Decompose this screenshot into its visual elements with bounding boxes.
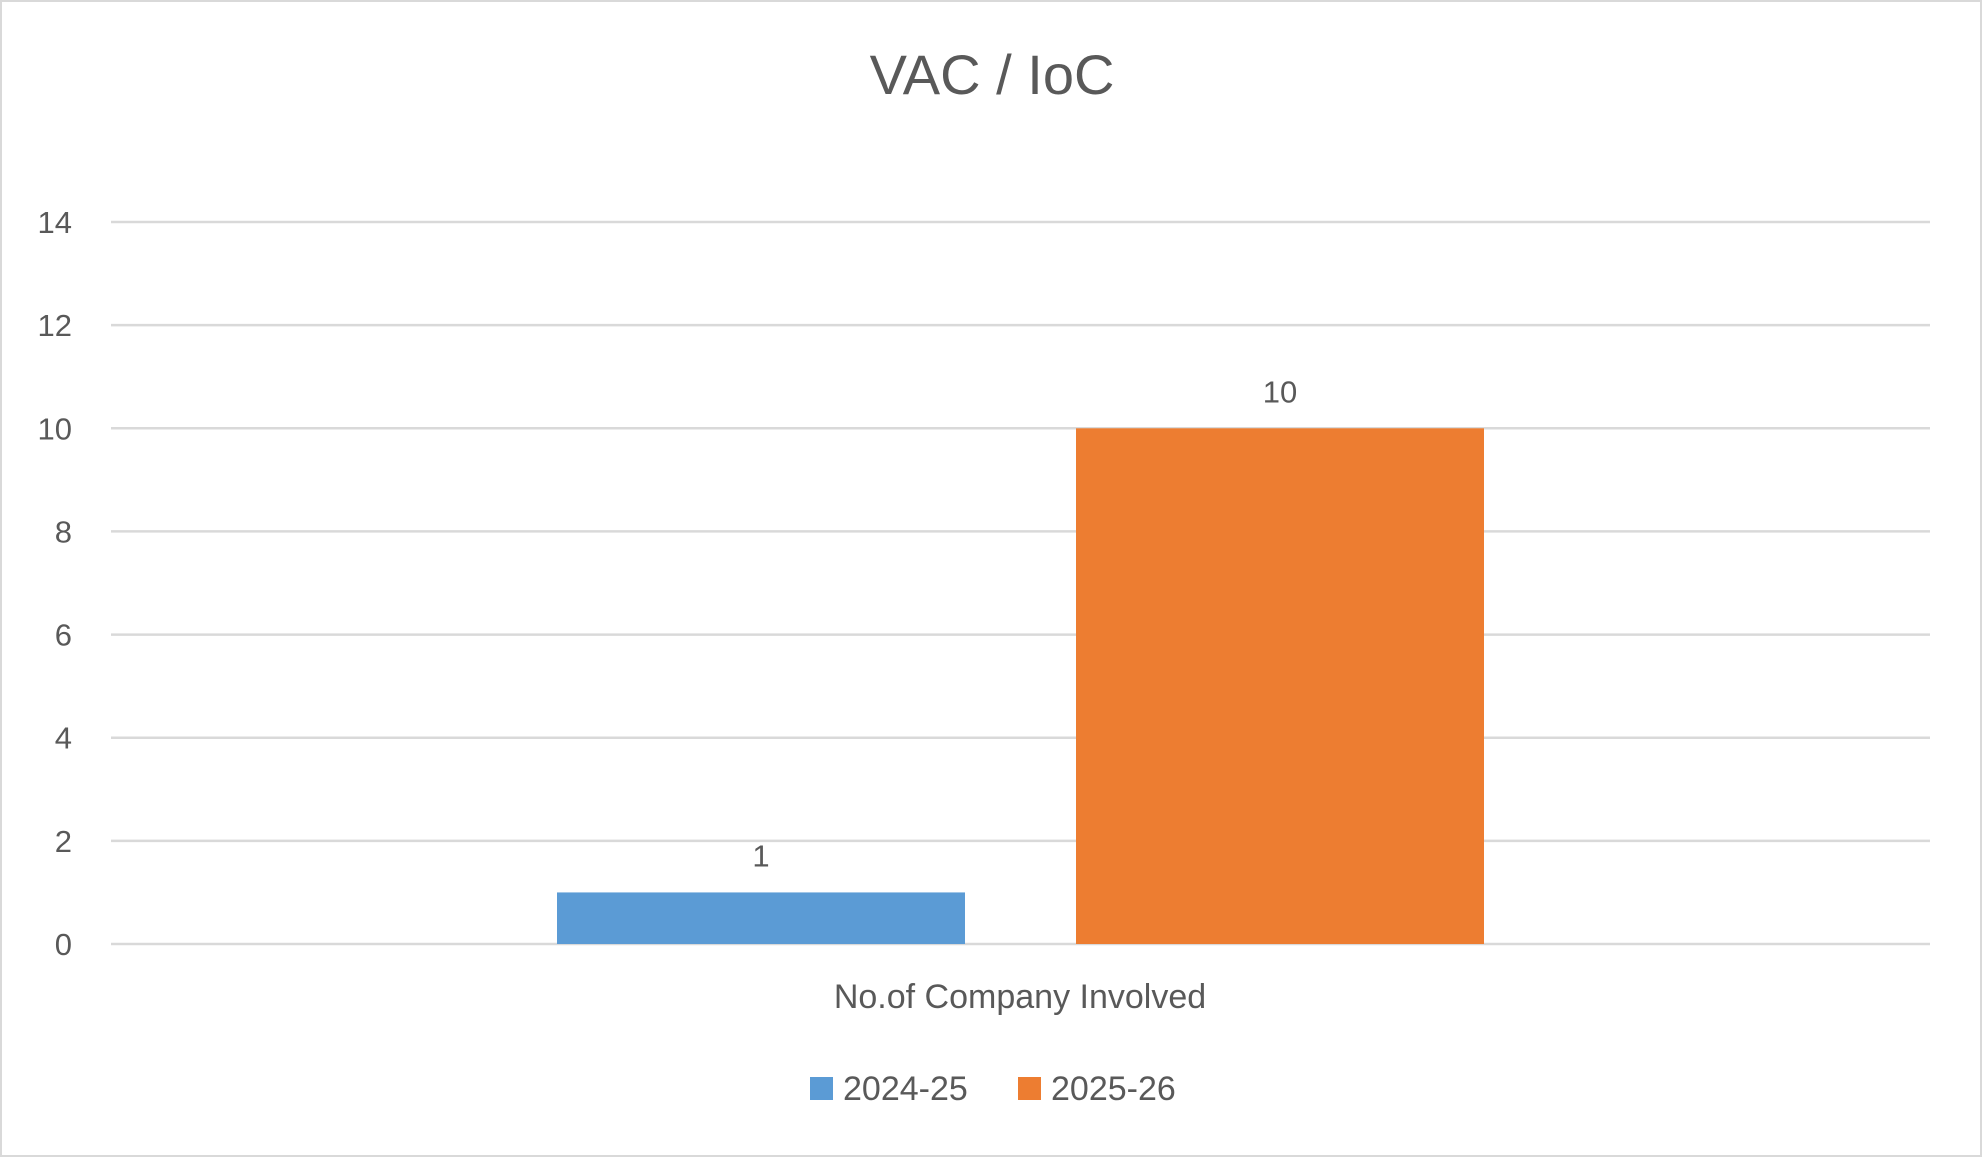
y-tick-label: 2	[55, 824, 72, 859]
y-tick-label: 10	[38, 411, 72, 446]
legend-label: 2024-25	[843, 1070, 968, 1108]
category-label: No.of Company Involved	[834, 978, 1206, 1016]
bar-2024-25	[557, 892, 965, 944]
data-label: 1	[752, 838, 769, 873]
y-tick-label: 8	[55, 514, 72, 549]
legend-label: 2025-26	[1051, 1070, 1176, 1108]
y-tick-label: 4	[55, 721, 72, 756]
y-tick-label: 6	[55, 618, 72, 653]
y-tick-label: 12	[38, 308, 72, 343]
legend-swatch	[810, 1077, 833, 1100]
legend: 2024-25 2025-26	[810, 1070, 1176, 1108]
y-tick-label: 14	[38, 205, 72, 240]
chart-title: VAC / IoC	[870, 43, 1115, 106]
data-label: 10	[1263, 374, 1297, 409]
legend-swatch	[1018, 1077, 1041, 1100]
y-tick-label: 0	[55, 927, 72, 962]
bar-2025-26	[1076, 428, 1484, 944]
